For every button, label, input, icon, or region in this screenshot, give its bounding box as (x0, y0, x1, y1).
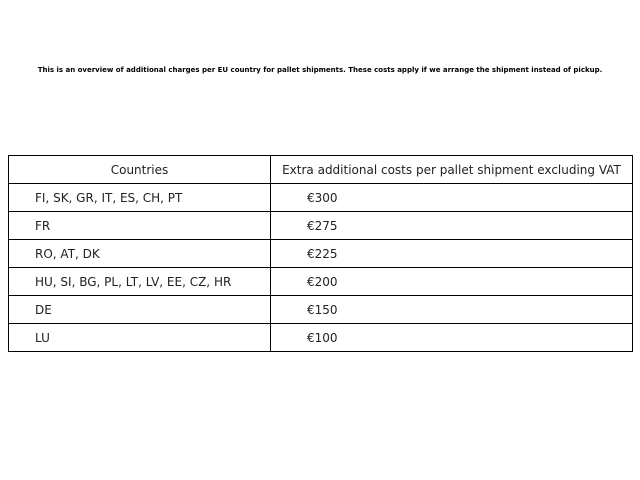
pallet-charges-table: Countries Extra additional costs per pal… (8, 155, 633, 352)
intro-note: This is an overview of additional charge… (37, 66, 603, 74)
header-extra-costs: Extra additional costs per pallet shipme… (270, 155, 633, 184)
cost-cell: €150 (270, 295, 633, 324)
countries-cell: HU, SI, BG, PL, LT, LV, EE, CZ, HR (8, 267, 271, 296)
table-row: LU €100 (8, 323, 633, 352)
table-row: HU, SI, BG, PL, LT, LV, EE, CZ, HR €200 (8, 267, 633, 296)
table-row: FR €275 (8, 211, 633, 240)
table-row: FI, SK, GR, IT, ES, CH, PT €300 (8, 183, 633, 212)
table-header-row: Countries Extra additional costs per pal… (8, 155, 633, 184)
cost-cell: €200 (270, 267, 633, 296)
table-row: DE €150 (8, 295, 633, 324)
cost-cell: €300 (270, 183, 633, 212)
cost-cell: €275 (270, 211, 633, 240)
countries-cell: FI, SK, GR, IT, ES, CH, PT (8, 183, 271, 212)
cost-cell: €100 (270, 323, 633, 352)
countries-cell: RO, AT, DK (8, 239, 271, 268)
header-countries: Countries (8, 155, 271, 184)
cost-cell: €225 (270, 239, 633, 268)
countries-cell: DE (8, 295, 271, 324)
countries-cell: FR (8, 211, 271, 240)
countries-cell: LU (8, 323, 271, 352)
table-row: RO, AT, DK €225 (8, 239, 633, 268)
